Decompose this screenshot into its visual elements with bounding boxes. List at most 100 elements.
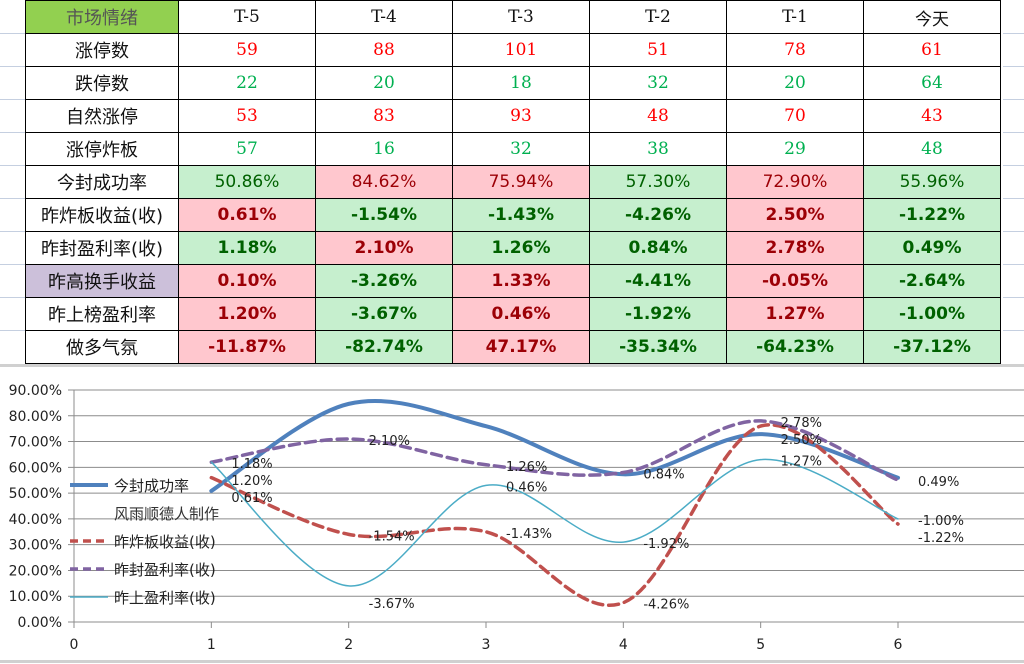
table-cell[interactable]: 0.49% <box>863 231 1001 265</box>
table-cell[interactable]: 0.61% <box>178 198 316 232</box>
row-label[interactable]: 昨炸板收益(收) <box>25 198 179 232</box>
column-header-5[interactable]: 今天 <box>863 0 1001 34</box>
y-tick-label: 30.00% <box>9 538 62 554</box>
table-cell[interactable]: 0.10% <box>178 264 316 298</box>
corner-label[interactable]: 市场情绪 <box>25 0 179 34</box>
table-cell[interactable]: 55.96% <box>863 165 1001 199</box>
table-cell[interactable]: 48 <box>589 99 727 133</box>
data-label: -3.67% <box>369 597 415 612</box>
row-label[interactable]: 涨停数 <box>25 33 179 67</box>
row-label[interactable]: 昨高换手收益 <box>25 264 179 298</box>
table-cell[interactable]: 51 <box>589 33 727 67</box>
table-cell[interactable]: -1.92% <box>589 297 727 331</box>
data-label: 1.27% <box>781 455 822 470</box>
data-label: 1.18% <box>231 457 272 472</box>
table-cell[interactable]: 43 <box>863 99 1001 133</box>
market-sentiment-table: 市场情绪 T-5 T-4 T-3 T-2 T-1 今天 涨停数 59 88 101 51 78 61 跌… <box>25 0 1001 364</box>
gridline <box>1003 132 1024 133</box>
gridline <box>1003 99 1024 100</box>
table-cell[interactable]: 20 <box>315 66 453 100</box>
table-cell[interactable]: 1.26% <box>452 231 590 265</box>
table-cell[interactable]: -1.22% <box>863 198 1001 232</box>
row-label[interactable]: 昨封盈利率(收) <box>25 231 179 265</box>
table-cell[interactable]: 18 <box>452 66 590 100</box>
column-header-0[interactable]: T-5 <box>178 0 316 34</box>
table-cell[interactable]: -11.87% <box>178 330 316 364</box>
table-cell[interactable]: 101 <box>452 33 590 67</box>
table-cell[interactable]: 59 <box>178 33 316 67</box>
sheet-row-gridlines-left <box>0 0 25 364</box>
data-label: -1.54% <box>369 529 415 544</box>
row-label[interactable]: 涨停炸板 <box>25 132 179 166</box>
table-cell[interactable]: 0.46% <box>452 297 590 331</box>
table-cell[interactable]: 32 <box>452 132 590 166</box>
row-label[interactable]: 今封成功率 <box>25 165 179 199</box>
gridline <box>0 330 25 331</box>
table-cell[interactable]: -2.64% <box>863 264 1001 298</box>
table-cell[interactable]: 53 <box>178 99 316 133</box>
column-header-4[interactable]: T-1 <box>726 0 864 34</box>
table-cell[interactable]: 0.84% <box>589 231 727 265</box>
table-row: 昨封盈利率(收) 1.18% 2.10% 1.26% 0.84% 2.78% 0.49% <box>25 231 1001 265</box>
data-label: 2.10% <box>369 434 410 449</box>
table-cell[interactable]: 57 <box>178 132 316 166</box>
table-cell[interactable]: 64 <box>863 66 1001 100</box>
table-cell[interactable]: 2.50% <box>726 198 864 232</box>
table-cell[interactable]: 1.20% <box>178 297 316 331</box>
data-label: -1.43% <box>506 527 552 542</box>
table-cell[interactable]: 29 <box>726 132 864 166</box>
table-cell[interactable]: 75.94% <box>452 165 590 199</box>
table-cell[interactable]: -4.26% <box>589 198 727 232</box>
x-tick-label: 3 <box>482 637 491 653</box>
sentiment-line-chart[interactable]: 0.00% 10.00% 20.00% 30.00% 40.00% 50.00% 60.00… <box>0 367 1024 660</box>
table-cell[interactable]: 20 <box>726 66 864 100</box>
gridline <box>1003 66 1024 67</box>
column-header-2[interactable]: T-3 <box>452 0 590 34</box>
table-cell[interactable]: -1.00% <box>863 297 1001 331</box>
series-line-1 <box>209 423 900 607</box>
table-cell[interactable]: -3.67% <box>315 297 453 331</box>
table-cell[interactable]: 2.10% <box>315 231 453 265</box>
table-cell[interactable]: 22 <box>178 66 316 100</box>
table-cell[interactable]: -1.54% <box>315 198 453 232</box>
table-cell[interactable]: 61 <box>863 33 1001 67</box>
table-cell[interactable]: 2.78% <box>726 231 864 265</box>
column-header-3[interactable]: T-2 <box>589 0 727 34</box>
table-cell[interactable]: 1.27% <box>726 297 864 331</box>
row-label[interactable]: 昨上榜盈利率 <box>25 297 179 331</box>
table-cell[interactable]: 88 <box>315 33 453 67</box>
row-label[interactable]: 做多气氛 <box>25 330 179 364</box>
table-cell[interactable]: 57.30% <box>589 165 727 199</box>
table-cell[interactable]: 83 <box>315 99 453 133</box>
row-label[interactable]: 跌停数 <box>25 66 179 100</box>
legend-label: 昨上盈利率(收) <box>114 589 216 607</box>
table-cell[interactable]: 50.86% <box>178 165 316 199</box>
row-label[interactable]: 自然涨停 <box>25 99 179 133</box>
table-cell[interactable]: 47.17% <box>452 330 590 364</box>
table-cell[interactable]: -64.23% <box>726 330 864 364</box>
gridline <box>0 231 25 232</box>
data-label: 0.61% <box>231 491 272 506</box>
table-cell[interactable]: -82.74% <box>315 330 453 364</box>
table-cell[interactable]: 38 <box>589 132 727 166</box>
table-cell[interactable]: -35.34% <box>589 330 727 364</box>
table-cell[interactable]: -37.12% <box>863 330 1001 364</box>
gridline <box>0 297 25 298</box>
table-cell[interactable]: 1.33% <box>452 264 590 298</box>
table-cell[interactable]: -4.41% <box>589 264 727 298</box>
table-cell[interactable]: 84.62% <box>315 165 453 199</box>
table-cell[interactable]: -3.26% <box>315 264 453 298</box>
table-cell[interactable]: 16 <box>315 132 453 166</box>
table-cell[interactable]: -1.43% <box>452 198 590 232</box>
column-header-1[interactable]: T-4 <box>315 0 453 34</box>
gridline <box>0 264 25 265</box>
table-cell[interactable]: 48 <box>863 132 1001 166</box>
table-cell[interactable]: 72.90% <box>726 165 864 199</box>
gridline <box>1003 165 1024 166</box>
table-cell[interactable]: 70 <box>726 99 864 133</box>
table-cell[interactable]: 78 <box>726 33 864 67</box>
table-cell[interactable]: -0.05% <box>726 264 864 298</box>
table-cell[interactable]: 1.18% <box>178 231 316 265</box>
table-cell[interactable]: 93 <box>452 99 590 133</box>
table-cell[interactable]: 32 <box>589 66 727 100</box>
